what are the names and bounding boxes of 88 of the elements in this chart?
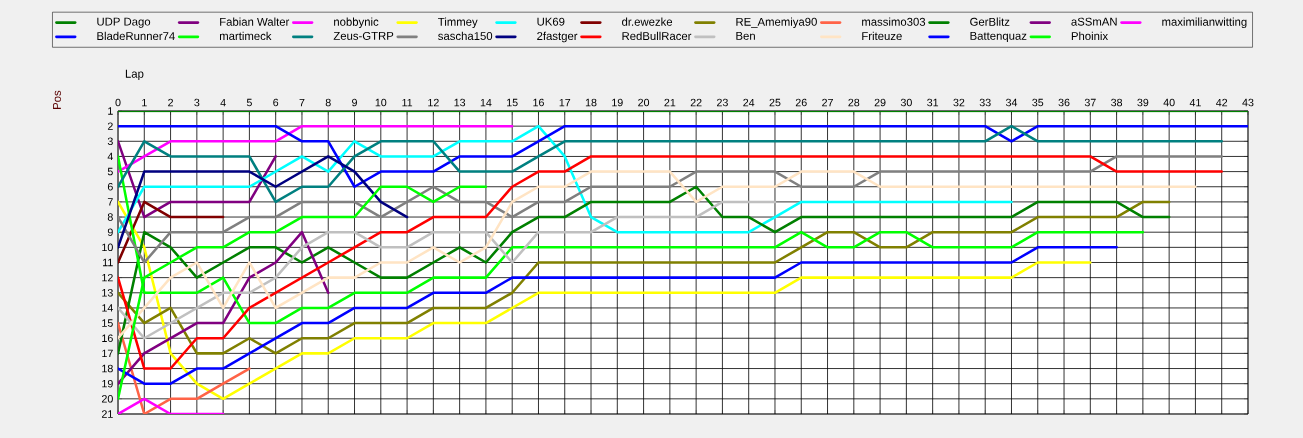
x-tick-label: 33 bbox=[979, 98, 991, 107]
x-tick-label: 12 bbox=[428, 98, 439, 107]
x-tick-label: 4 bbox=[220, 98, 226, 107]
x-tick-label: 10 bbox=[375, 98, 387, 107]
y-tick-label: 20 bbox=[101, 395, 113, 403]
legend-label: Ben bbox=[736, 31, 755, 40]
legend-label: sascha150 bbox=[438, 31, 493, 41]
y-tick-label: 9 bbox=[107, 228, 113, 236]
legend-label: BladeRunner74 bbox=[97, 31, 175, 41]
x-tick-label: 11 bbox=[402, 98, 413, 107]
legend-label: Fabian Walter bbox=[220, 17, 290, 26]
y-tick-label: 14 bbox=[102, 304, 113, 312]
x-tick-label: 25 bbox=[769, 98, 781, 107]
x-tick-label: 15 bbox=[507, 98, 518, 107]
x-tick-label: 2 bbox=[168, 98, 173, 107]
legend-label: Battenquaz bbox=[970, 31, 1027, 43]
x-tick-label: 20 bbox=[638, 98, 650, 107]
legend-label: Zeus-GTRP bbox=[333, 31, 394, 40]
x-tick-label: 1 bbox=[142, 98, 147, 107]
legend-label: UK69 bbox=[537, 17, 565, 26]
y-tick-label: 21 bbox=[101, 410, 113, 418]
x-tick-label: 19 bbox=[612, 98, 623, 107]
legend-label: Phoinix bbox=[1071, 31, 1108, 41]
x-tick-label: 39 bbox=[1137, 98, 1149, 107]
x-tick-label: 3 bbox=[194, 98, 200, 107]
legend-label: RedBullRacer bbox=[622, 31, 692, 41]
legend-label: aSSmAN bbox=[1071, 17, 1117, 26]
x-tick-label: 35 bbox=[1032, 98, 1044, 107]
y-tick-label: 13 bbox=[102, 289, 113, 297]
x-tick-label: 26 bbox=[795, 98, 807, 107]
y-tick-label: 8 bbox=[107, 213, 113, 221]
legend-label: maximilianwitting bbox=[1162, 17, 1247, 29]
legend-label: dr.ewezke bbox=[622, 17, 673, 26]
x-tick-label: 40 bbox=[1163, 98, 1175, 107]
y-tick-label: 3 bbox=[107, 137, 113, 146]
x-tick-label: 42 bbox=[1216, 98, 1228, 107]
x-tick-label: 34 bbox=[1005, 98, 1018, 107]
y-tick-label: 5 bbox=[107, 167, 113, 176]
x-tick-label: 24 bbox=[743, 98, 755, 107]
y-tick-label: 15 bbox=[102, 319, 113, 327]
y-tick-label: 2 bbox=[107, 122, 113, 130]
x-tick-label: 7 bbox=[299, 98, 305, 107]
x-tick-label: 36 bbox=[1058, 98, 1070, 107]
x-tick-label: 43 bbox=[1242, 98, 1254, 107]
x-tick-label: 31 bbox=[927, 98, 939, 107]
y-tick-label: 18 bbox=[102, 364, 113, 373]
y-tick-label: 7 bbox=[107, 198, 113, 206]
legend-label: 2fastger bbox=[537, 31, 578, 43]
y-tick-label: 10 bbox=[102, 243, 113, 252]
x-tick-label: 5 bbox=[246, 98, 252, 107]
x-tick-label: 30 bbox=[900, 98, 912, 107]
legend-label: Timmey bbox=[438, 17, 478, 29]
x-tick-label: 14 bbox=[480, 98, 492, 107]
y-tick-label: 19 bbox=[102, 379, 113, 388]
x-tick-label: 22 bbox=[690, 98, 702, 107]
x-tick-label: 16 bbox=[533, 98, 544, 107]
x-tick-label: 21 bbox=[664, 98, 676, 107]
y-tick-label: 1 bbox=[108, 107, 113, 115]
y-tick-label: 17 bbox=[102, 349, 113, 358]
legend-label: GerBlitz bbox=[970, 17, 1010, 26]
y-axis-title: Pos bbox=[53, 90, 61, 109]
x-tick-label: 38 bbox=[1111, 98, 1123, 107]
x-tick-label: 27 bbox=[822, 98, 833, 107]
legend-label: massimo303 bbox=[862, 17, 926, 26]
x-tick-label: 0 bbox=[115, 98, 121, 107]
y-tick-label: 16 bbox=[102, 334, 113, 343]
legend-label: martimeck bbox=[219, 31, 272, 41]
x-tick-label: 23 bbox=[717, 98, 728, 107]
y-tick-label: 4 bbox=[107, 152, 113, 161]
y-tick-label: 11 bbox=[103, 258, 113, 267]
x-tick-label: 37 bbox=[1084, 98, 1096, 107]
legend-label: UDP Dago bbox=[97, 17, 151, 28]
x-tick-label: 28 bbox=[848, 98, 860, 107]
x-tick-label: 9 bbox=[352, 98, 357, 107]
x-tick-label: 8 bbox=[325, 98, 331, 107]
y-tick-label: 12 bbox=[102, 273, 113, 282]
x-tick-label: 32 bbox=[953, 98, 965, 107]
x-tick-label: 17 bbox=[559, 98, 571, 107]
x-tick-label: 29 bbox=[874, 98, 886, 107]
legend-label: nobbynic bbox=[334, 17, 379, 29]
x-tick-label: 18 bbox=[585, 98, 597, 107]
x-tick-label: 41 bbox=[1189, 98, 1201, 107]
y-tick-label: 6 bbox=[107, 182, 113, 191]
x-tick-label: 6 bbox=[273, 98, 279, 107]
legend-label: Friteuze bbox=[862, 31, 902, 41]
x-axis-title: Lap bbox=[125, 69, 144, 80]
legend-label: RE_Amemiya90 bbox=[736, 17, 817, 29]
x-tick-label: 13 bbox=[454, 98, 466, 107]
